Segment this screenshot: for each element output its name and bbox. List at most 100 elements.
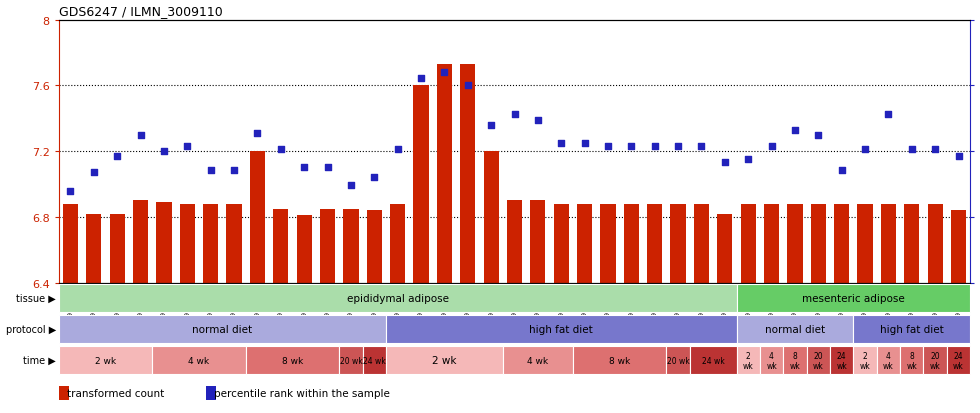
Point [787,128,803,134]
Point [834,167,850,173]
Point [600,143,615,150]
Text: 8 wk: 8 wk [609,356,630,365]
Bar [152,346,246,375]
Text: 20 wk: 20 wk [339,356,363,365]
Point [881,112,897,119]
Text: 20
wk: 20 wk [930,351,941,370]
Bar [530,201,546,283]
Bar [59,284,737,313]
Point [273,146,289,152]
Bar [59,315,386,344]
Text: GDS6247 / ILMN_3009110: GDS6247 / ILMN_3009110 [59,5,222,18]
Point [577,140,593,147]
Bar [947,346,970,375]
Point [483,122,499,129]
Text: 8 wk: 8 wk [282,356,303,365]
Point [460,83,475,90]
Point [203,167,219,173]
Bar [647,204,662,283]
Text: 24 wk: 24 wk [702,356,724,365]
Bar [179,204,195,283]
Bar [507,201,522,283]
Point [296,164,312,171]
Bar [854,315,970,344]
Text: 24
wk: 24 wk [836,351,847,370]
Text: time ▶: time ▶ [24,355,56,366]
Bar [461,65,475,283]
Text: epididymal adipose: epididymal adipose [347,293,449,304]
Text: tissue ▶: tissue ▶ [16,293,56,304]
Bar [623,204,639,283]
Point [670,143,686,150]
Text: 20 wk: 20 wk [666,356,690,365]
Bar [923,346,947,375]
Bar [881,204,896,283]
Point [623,143,639,150]
Bar [206,386,216,400]
Bar [386,346,503,375]
Bar [810,204,826,283]
Point [179,143,195,150]
Point [132,133,148,139]
Bar [877,346,900,375]
Point [250,130,266,137]
Bar [951,211,966,283]
Point [367,175,382,181]
Point [647,143,662,150]
Bar [246,346,339,375]
Text: 4
wk: 4 wk [883,351,894,370]
Point [717,159,733,166]
Point [904,146,919,152]
Bar [483,152,499,283]
Bar [133,201,148,283]
Text: 4
wk: 4 wk [766,351,777,370]
Point [63,188,78,195]
Point [390,146,406,152]
Point [763,143,779,150]
Text: 20
wk: 20 wk [813,351,823,370]
Bar [717,214,732,283]
Point [530,117,546,123]
Text: transformed count: transformed count [67,388,164,398]
Bar [86,214,102,283]
Bar [367,211,382,283]
Bar [297,216,312,283]
Bar [390,204,406,283]
Bar [834,204,850,283]
Bar [830,346,854,375]
Text: 24
wk: 24 wk [954,351,964,370]
Text: 8
wk: 8 wk [906,351,917,370]
Bar [737,315,854,344]
Text: high fat diet: high fat diet [880,324,944,335]
Text: 2 wk: 2 wk [432,355,457,366]
Bar [203,204,219,283]
Bar [858,204,872,283]
Bar [59,386,69,400]
Bar [783,346,807,375]
Text: normal diet: normal diet [192,324,253,335]
Text: 4 wk: 4 wk [527,356,549,365]
Point [343,183,359,189]
Point [226,167,242,173]
Point [110,154,125,160]
Text: protocol ▶: protocol ▶ [6,324,56,335]
Bar [250,152,265,283]
Bar [226,204,242,283]
Text: percentile rank within the sample: percentile rank within the sample [214,388,389,398]
Point [86,169,102,176]
Bar [737,346,760,375]
Point [554,140,569,147]
Bar [554,204,568,283]
Bar [666,346,690,375]
Bar [900,346,923,375]
Point [414,75,429,82]
Bar [854,346,877,375]
Bar [601,204,615,283]
Bar [741,204,756,283]
Bar [905,204,919,283]
Text: high fat diet: high fat diet [529,324,593,335]
Point [810,133,826,139]
Text: 24 wk: 24 wk [363,356,386,365]
Text: 2
wk: 2 wk [859,351,870,370]
Bar [339,346,363,375]
